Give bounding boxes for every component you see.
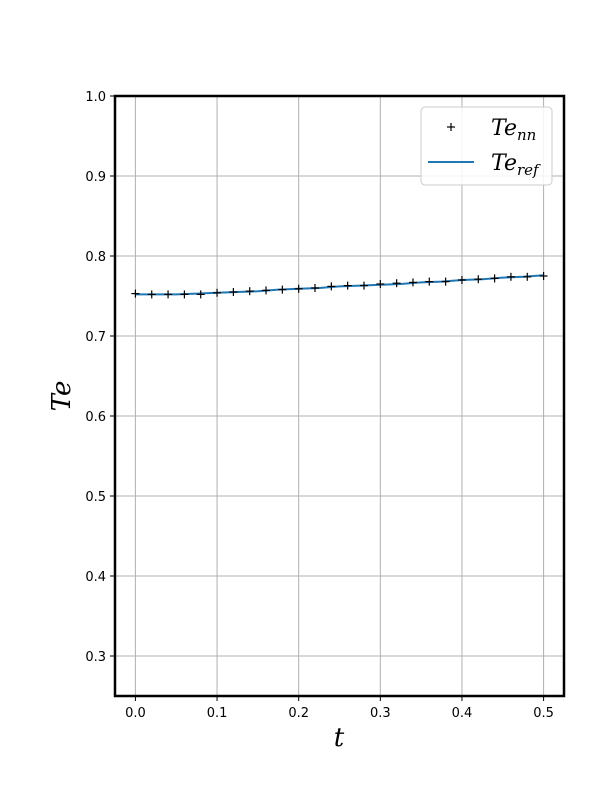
data-point-nn <box>278 285 287 294</box>
data-point-nn <box>327 282 336 291</box>
x-tick-label: 0.0 <box>125 706 146 721</box>
data-point-nn <box>474 275 483 284</box>
legend-entry-nn-base: Te <box>491 116 517 141</box>
data-point-nn <box>262 286 271 295</box>
plot-frame <box>113 94 566 698</box>
x-tick-label: 0.1 <box>207 706 228 721</box>
ticks: 0.0 0.1 0.2 0.3 0.4 0.5 0.3 0.4 0.5 0.6 0.7 0.8 0.9 1… <box>85 90 554 721</box>
data-point-nn <box>213 288 222 297</box>
y-tick-label: 0.7 <box>85 330 106 345</box>
legend-entry-nn: Tenn <box>491 116 536 144</box>
data-point-nn <box>229 288 238 296</box>
data-point-nn <box>392 279 401 288</box>
data-point-nn <box>311 284 320 292</box>
data-point-nn <box>506 272 515 281</box>
data-point-nn <box>164 290 173 299</box>
legend-entry-nn-sub: nn <box>517 126 536 144</box>
data-point-nn <box>441 277 450 286</box>
data-point-nn <box>147 290 156 299</box>
y-tick-label: 1.0 <box>85 90 106 105</box>
y-axis-label: Te <box>47 381 77 412</box>
data-point-nn <box>180 290 189 299</box>
data-point-nn <box>294 284 303 293</box>
data-point-nn <box>196 290 205 299</box>
legend-entry-ref-sub: ref <box>517 161 541 179</box>
y-tick-label: 0.8 <box>85 250 106 265</box>
legend-entry-ref-base: Te <box>491 151 517 176</box>
data-point-nn <box>408 278 417 287</box>
data-point-nn <box>131 289 140 298</box>
x-axis-label: t <box>334 723 345 753</box>
y-tick-label: 0.4 <box>85 570 106 585</box>
y-tick-label: 0.9 <box>85 170 106 185</box>
legend-entry-ref: Teref <box>491 151 541 179</box>
legend-marker-nn <box>447 123 455 131</box>
x-tick-label: 0.5 <box>533 706 554 721</box>
data-point-nn <box>457 276 466 284</box>
data-point-nn <box>343 281 352 290</box>
data-point-nn <box>425 277 434 286</box>
y-tick-label: 0.6 <box>85 410 106 425</box>
data-point-nn <box>376 280 385 288</box>
data-point-nn <box>523 272 532 281</box>
data-point-nn <box>490 274 499 283</box>
legend: Tenn Teref <box>420 106 553 186</box>
grid <box>115 95 564 696</box>
data-point-nn <box>539 272 548 280</box>
x-tick-label: 0.2 <box>288 706 309 721</box>
plot-series <box>131 272 548 299</box>
data-point-nn <box>245 287 254 296</box>
x-tick-label: 0.4 <box>452 706 473 721</box>
legend-plus-glyph <box>447 123 455 131</box>
y-tick-label: 0.5 <box>85 490 106 505</box>
data-point-nn <box>359 281 368 290</box>
x-tick-label: 0.3 <box>370 706 391 721</box>
y-tick-label: 0.3 <box>85 650 106 665</box>
